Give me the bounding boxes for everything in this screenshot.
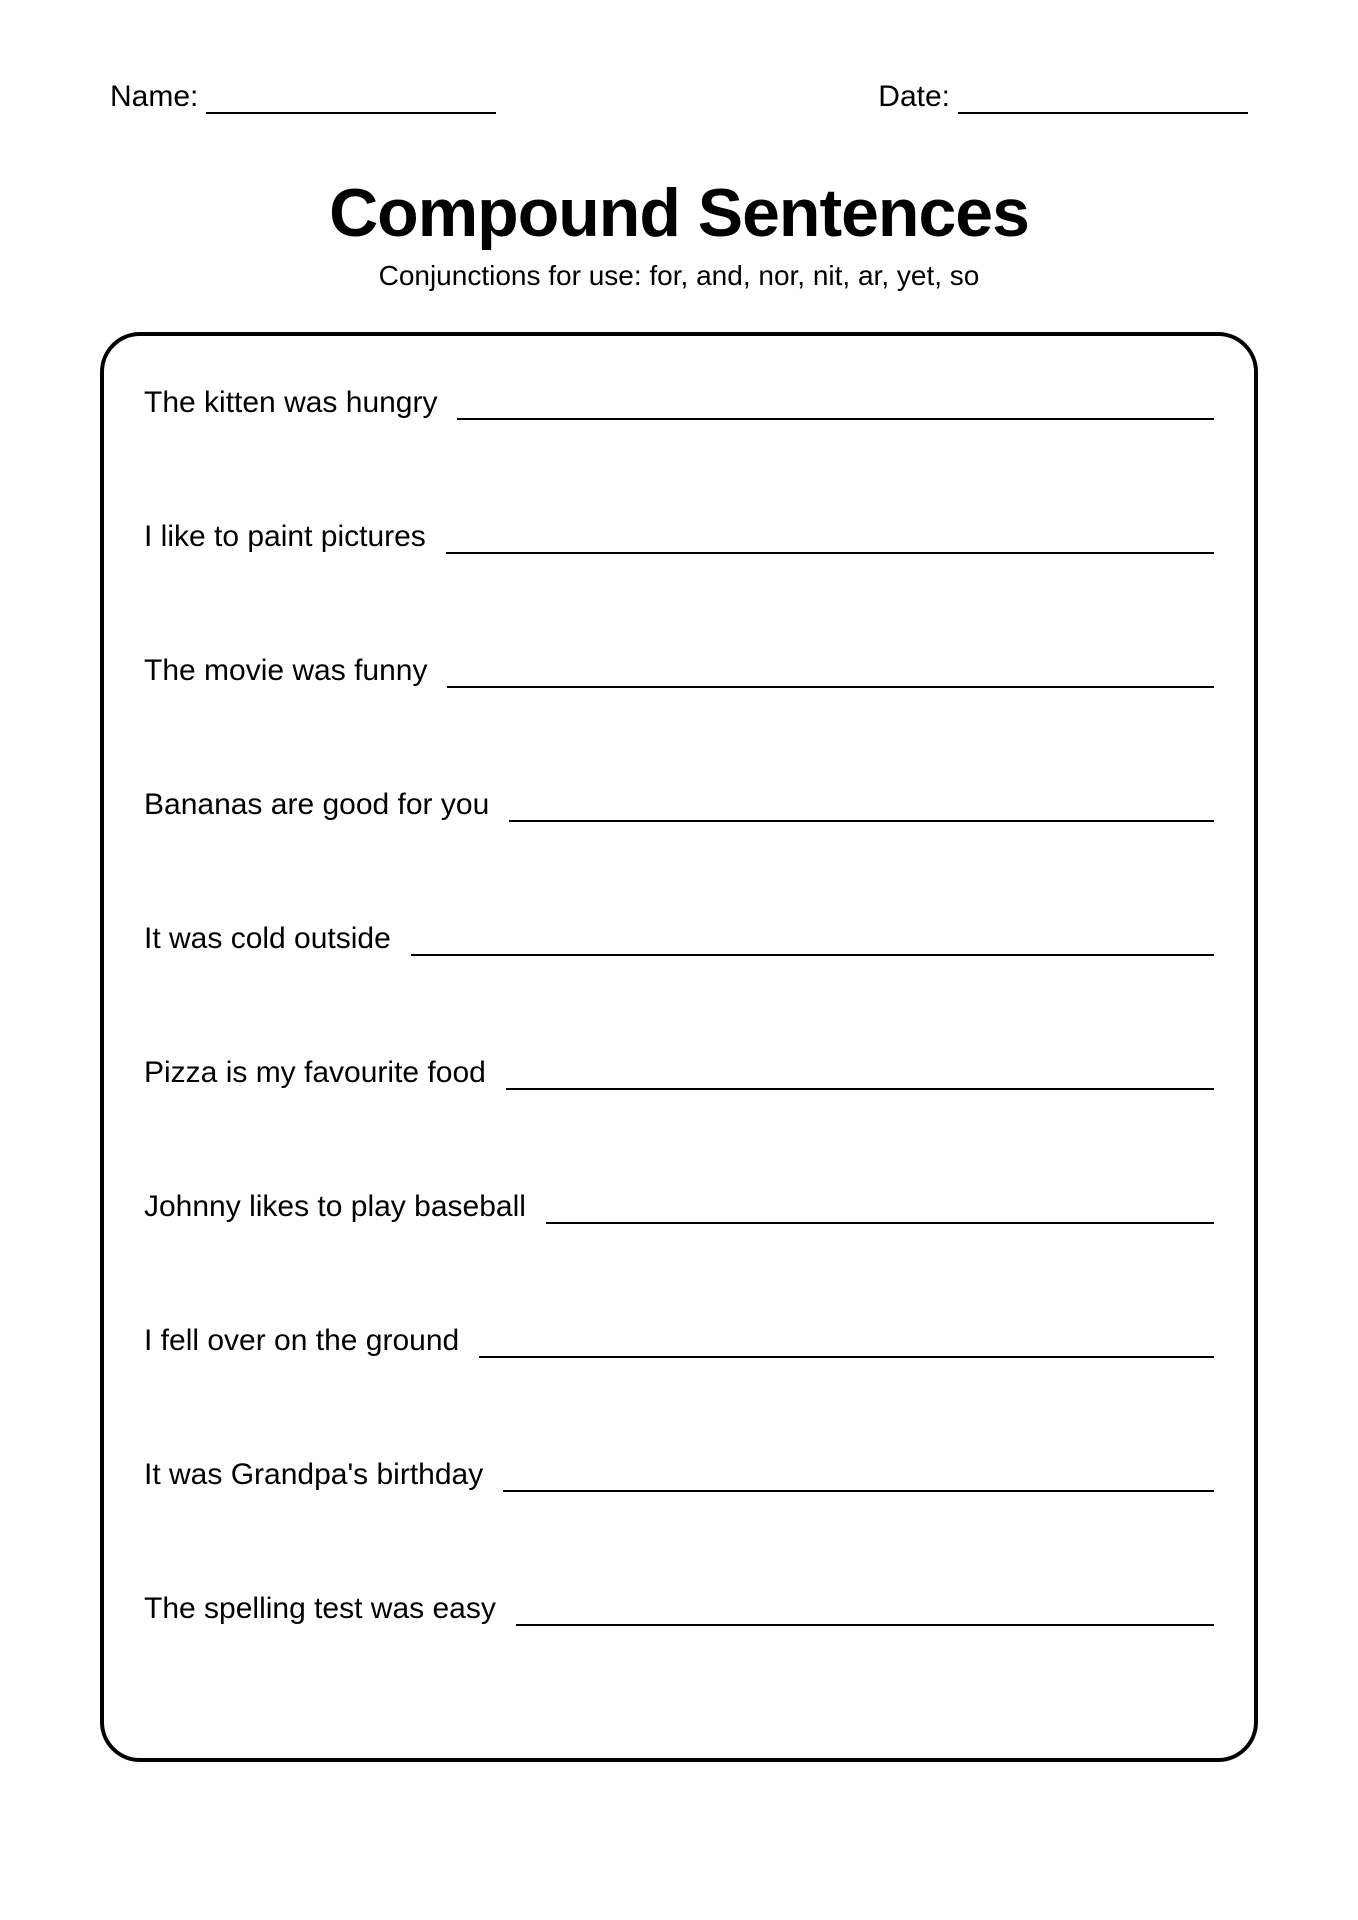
prompt-row: I like to paint pictures [144,520,1214,554]
prompt-row: The kitten was hungry [144,386,1214,420]
prompt-row: I fell over on the ground [144,1324,1214,1358]
answer-line[interactable] [411,926,1214,956]
prompt-text: The kitten was hungry [144,386,437,420]
prompt-text: It was cold outside [144,922,391,956]
prompt-text: It was Grandpa's birthday [144,1458,483,1492]
prompt-text: The movie was funny [144,654,427,688]
date-label: Date: [878,80,950,114]
answer-line[interactable] [509,792,1214,822]
answer-line[interactable] [516,1596,1214,1626]
prompt-text: I like to paint pictures [144,520,426,554]
prompt-text: Johnny likes to play baseball [144,1190,526,1224]
prompt-text: Bananas are good for you [144,788,489,822]
name-field: Name: [110,80,496,114]
title-section: Compound Sentences Conjunctions for use:… [100,174,1258,292]
prompt-row: It was Grandpa's birthday [144,1458,1214,1492]
prompt-row: Bananas are good for you [144,788,1214,822]
prompt-row: It was cold outside [144,922,1214,956]
name-label: Name: [110,80,198,114]
worksheet-box: The kitten was hungry I like to paint pi… [100,332,1258,1762]
answer-line[interactable] [446,524,1214,554]
header-row: Name: Date: [100,80,1258,114]
worksheet-title: Compound Sentences [100,174,1258,252]
worksheet-subtitle: Conjunctions for use: for, and, nor, nit… [100,260,1258,292]
date-field: Date: [878,80,1248,114]
answer-line[interactable] [479,1328,1214,1358]
answer-line[interactable] [506,1060,1214,1090]
prompt-text: Pizza is my favourite food [144,1056,486,1090]
date-input-line[interactable] [958,84,1248,114]
answer-line[interactable] [457,390,1214,420]
prompt-text: The spelling test was easy [144,1592,496,1626]
answer-line[interactable] [503,1462,1214,1492]
name-input-line[interactable] [206,84,496,114]
answer-line[interactable] [546,1194,1214,1224]
prompt-row: Johnny likes to play baseball [144,1190,1214,1224]
answer-line[interactable] [447,658,1214,688]
prompt-row: The movie was funny [144,654,1214,688]
prompt-row: The spelling test was easy [144,1592,1214,1626]
prompt-row: Pizza is my favourite food [144,1056,1214,1090]
prompt-text: I fell over on the ground [144,1324,459,1358]
